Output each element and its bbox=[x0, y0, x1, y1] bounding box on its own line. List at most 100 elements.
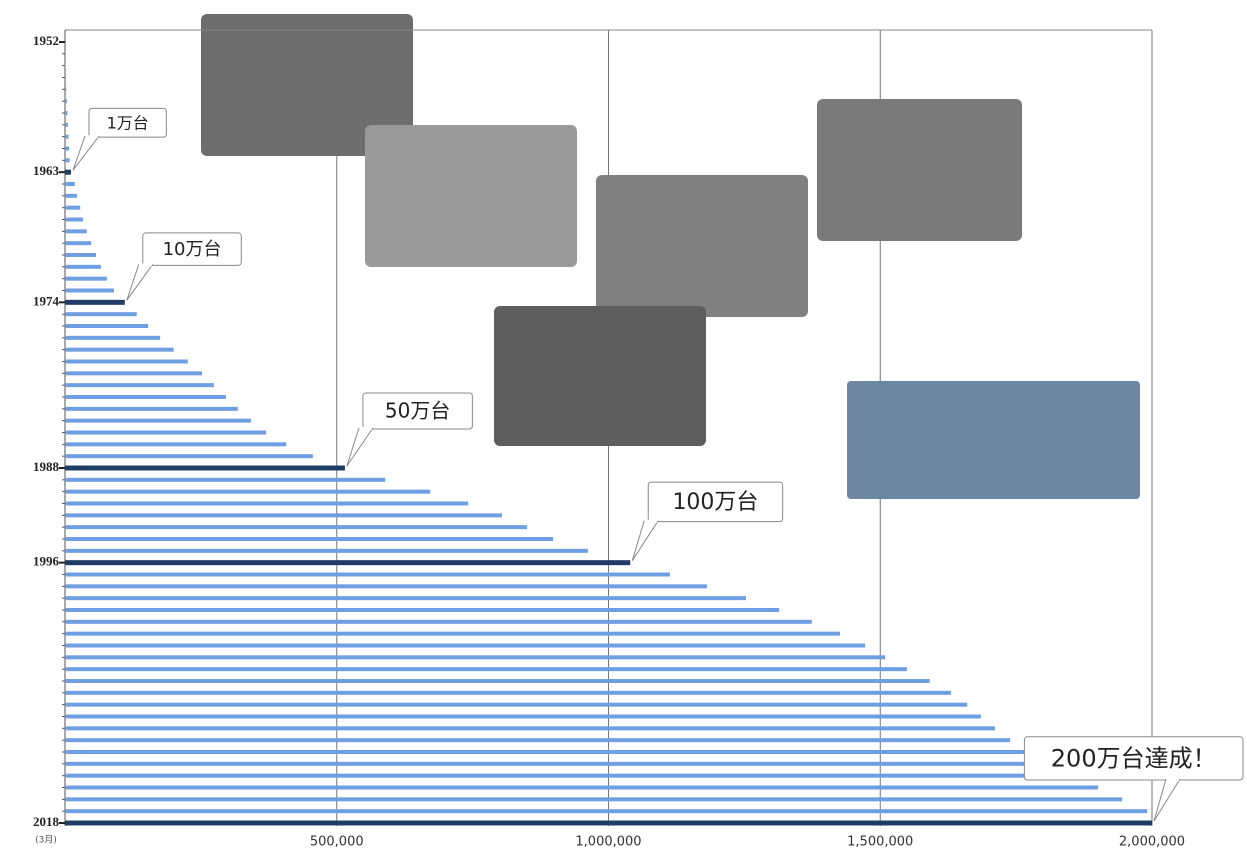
bar bbox=[65, 418, 251, 423]
callout-box bbox=[647, 481, 784, 523]
bar bbox=[65, 477, 386, 482]
x-tick-label: 2,000,000 bbox=[1119, 835, 1185, 850]
bar bbox=[65, 820, 1152, 826]
bar bbox=[65, 501, 469, 506]
photo bbox=[847, 381, 1140, 499]
bar bbox=[65, 548, 588, 553]
bar bbox=[65, 205, 81, 210]
y-tick-label: 2018 bbox=[33, 814, 60, 829]
bar bbox=[65, 596, 747, 601]
bar bbox=[65, 406, 238, 411]
bar bbox=[65, 229, 87, 234]
bar bbox=[65, 359, 188, 364]
bar bbox=[65, 158, 70, 163]
bar bbox=[65, 383, 214, 388]
bar bbox=[65, 241, 92, 246]
bar bbox=[65, 288, 114, 293]
y-tick-label: 1952 bbox=[33, 33, 59, 48]
bar bbox=[65, 193, 77, 198]
bar bbox=[65, 667, 907, 672]
bar bbox=[65, 276, 107, 281]
bar bbox=[65, 690, 951, 695]
callout: 10万台 bbox=[126, 232, 242, 301]
bar bbox=[65, 608, 780, 612]
callout-tail bbox=[126, 264, 154, 301]
bar bbox=[65, 312, 137, 317]
bar bbox=[65, 513, 502, 518]
callout-box bbox=[142, 232, 242, 266]
callout: 100万台 bbox=[631, 481, 784, 561]
bar bbox=[65, 714, 981, 719]
bar bbox=[65, 371, 202, 376]
callout-tail bbox=[1153, 778, 1181, 822]
x-tick-label: 1,000,000 bbox=[575, 835, 641, 850]
last-category-note: (3月) bbox=[35, 835, 57, 846]
bar bbox=[65, 702, 968, 707]
bar bbox=[65, 87, 67, 92]
callout-tail bbox=[72, 135, 100, 171]
y-tick-label: 1974 bbox=[33, 293, 60, 308]
bar bbox=[65, 619, 812, 624]
callout-box bbox=[88, 107, 167, 138]
bar bbox=[65, 134, 69, 139]
bar bbox=[65, 75, 66, 80]
bar bbox=[65, 679, 930, 683]
callout: 200万台達成！ bbox=[1023, 736, 1244, 822]
annotation: 50万台 bbox=[385, 399, 450, 423]
x-tick-label: 1,500,000 bbox=[847, 835, 913, 850]
bar bbox=[65, 111, 68, 115]
bar bbox=[65, 537, 554, 541]
callout-patch bbox=[139, 263, 152, 267]
callout-box bbox=[362, 392, 473, 430]
photo bbox=[817, 99, 1022, 241]
bar bbox=[65, 631, 841, 636]
callout-tail bbox=[631, 520, 659, 561]
bar bbox=[65, 335, 161, 340]
callout: 1万台 bbox=[72, 107, 167, 171]
y-tick-label: 1996 bbox=[33, 554, 60, 569]
bar bbox=[65, 264, 101, 269]
bar bbox=[65, 489, 431, 494]
annotation: 1万台 bbox=[107, 113, 149, 132]
bar bbox=[65, 726, 995, 731]
y-tick-label: 1988 bbox=[33, 459, 60, 474]
bar bbox=[65, 324, 149, 328]
bar bbox=[65, 442, 287, 447]
bar bbox=[65, 785, 1099, 790]
bar bbox=[65, 182, 75, 186]
y-tick-label: 1963 bbox=[33, 163, 60, 178]
bar bbox=[65, 643, 866, 648]
bar bbox=[65, 347, 174, 352]
x-tick-label: 500,000 bbox=[310, 835, 364, 850]
bar bbox=[65, 655, 886, 660]
callout-patch bbox=[645, 519, 658, 523]
callout-tail bbox=[346, 427, 374, 467]
bar bbox=[65, 99, 67, 104]
bar bbox=[65, 217, 83, 222]
callout: 50万台 bbox=[346, 392, 473, 467]
bar bbox=[65, 299, 125, 305]
callout-patch bbox=[85, 135, 98, 139]
bar bbox=[65, 454, 313, 459]
bar bbox=[65, 761, 1050, 766]
annotation: 200万台達成！ bbox=[1051, 744, 1217, 772]
bar bbox=[65, 169, 71, 175]
bar bbox=[65, 253, 96, 257]
photo bbox=[596, 175, 808, 317]
bar bbox=[65, 773, 1075, 778]
annotation: 10万台 bbox=[163, 239, 222, 260]
bar bbox=[65, 395, 226, 399]
bar bbox=[65, 750, 1029, 754]
bar bbox=[65, 122, 68, 127]
photo bbox=[365, 125, 577, 267]
annotation: 100万台 bbox=[672, 490, 758, 515]
bar bbox=[65, 465, 345, 471]
callout-patch bbox=[359, 427, 372, 430]
bar bbox=[65, 738, 1011, 743]
bar bbox=[65, 525, 527, 530]
callout-patch bbox=[1167, 778, 1179, 781]
bar bbox=[65, 797, 1123, 802]
callout-box bbox=[1023, 736, 1244, 781]
bar bbox=[65, 584, 707, 589]
